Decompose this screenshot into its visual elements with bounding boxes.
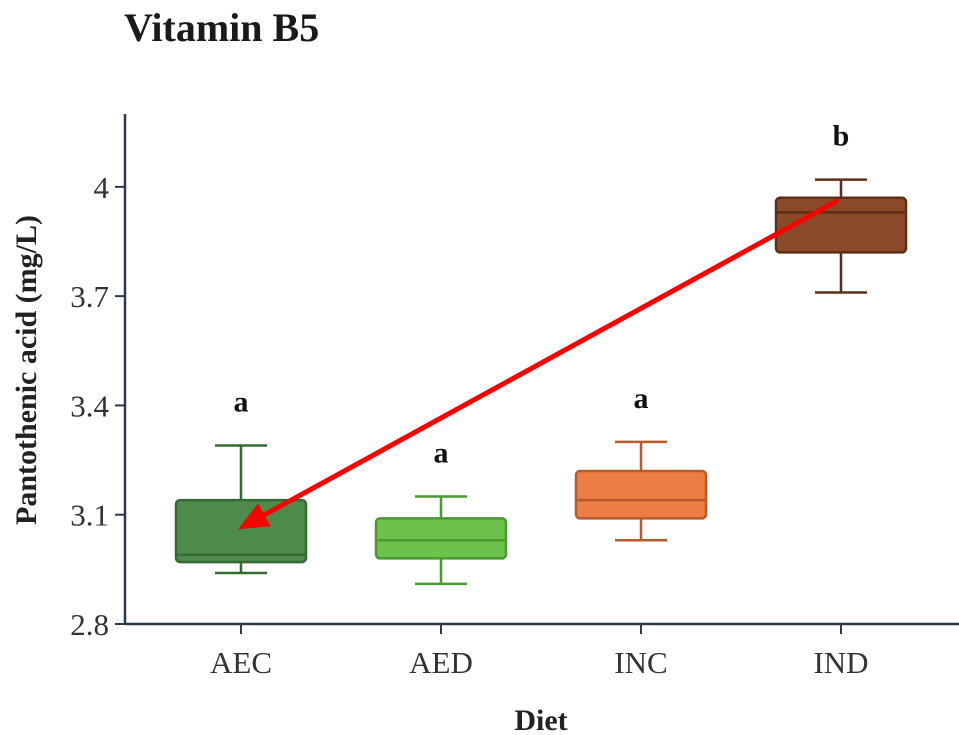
x-axis-title: Diet [514,704,567,735]
box-iqr [574,469,708,520]
significance-letter: a [634,382,649,415]
significance-letter: a [434,437,449,470]
chart-title: Vitamin B5 [124,5,320,50]
y-tick-label: 3.1 [70,498,109,533]
x-tick-label: AED [409,645,473,680]
y-tick-label: 2.8 [70,607,109,642]
red-arrow-shaft [261,198,839,518]
significance-letter: b [833,120,850,153]
x-tick-label: INC [614,645,667,680]
box-iqr [174,498,308,564]
red-arrow-head [238,503,271,530]
annotations [238,198,839,530]
y-tick-label: 3.4 [70,388,109,423]
box-inc: a [574,382,708,542]
axes: 2.8 3.1 3.4 3.7 4 AEC AED INC IND Diet Pantothenic… [10,114,959,735]
box-aed: a [374,437,508,586]
y-tick-label: 4 [94,170,110,205]
significance-letter: a [234,386,249,419]
box-aec: a [174,386,308,575]
boxes: a a a b [174,120,908,586]
x-tick-label: IND [813,645,868,680]
box-iqr [374,517,508,560]
y-axis-title: Pantothenic acid (mg/L) [10,215,43,525]
x-tick-label: AEC [210,645,272,680]
y-tick-label: 3.7 [70,279,109,314]
box-ind: b [774,120,908,294]
